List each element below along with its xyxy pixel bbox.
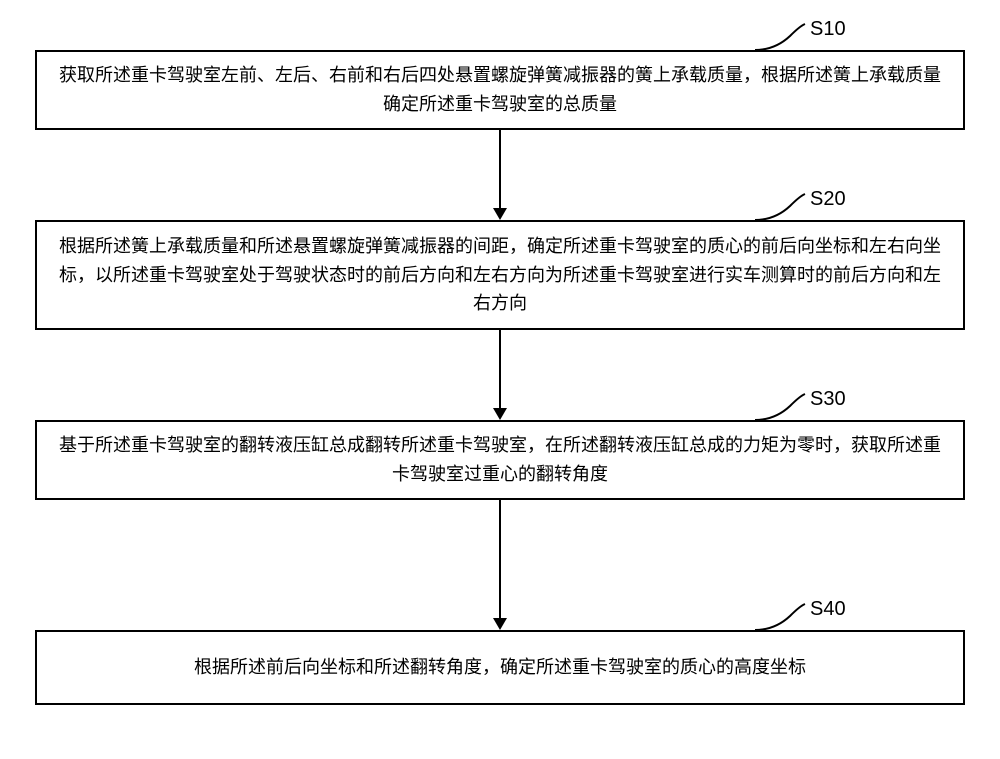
arrow-head-2 — [493, 408, 507, 420]
callout-s10 — [755, 18, 815, 52]
callout-s30 — [755, 388, 815, 422]
step-text-s30: 基于所述重卡驾驶室的翻转液压缸总成翻转所述重卡驾驶室，在所述翻转液压缸总成的力矩… — [57, 431, 943, 489]
step-box-s10: 获取所述重卡驾驶室左前、左后、右前和右后四处悬置螺旋弹簧减振器的簧上承载质量，根… — [35, 50, 965, 130]
callout-s40 — [755, 598, 815, 632]
arrow-line-3 — [499, 500, 501, 618]
step-label-s20: S20 — [810, 188, 846, 211]
arrow-head-3 — [493, 618, 507, 630]
arrow-head-1 — [493, 208, 507, 220]
step-box-s40: 根据所述前后向坐标和所述翻转角度，确定所述重卡驾驶室的质心的高度坐标 — [35, 630, 965, 705]
step-label-s30: S30 — [810, 388, 846, 411]
callout-s20 — [755, 188, 815, 222]
step-text-s40: 根据所述前后向坐标和所述翻转角度，确定所述重卡驾驶室的质心的高度坐标 — [194, 653, 806, 682]
step-label-s10: S10 — [810, 18, 846, 41]
arrow-line-1 — [499, 130, 501, 208]
step-text-s20: 根据所述簧上承载质量和所述悬置螺旋弹簧减振器的间距，确定所述重卡驾驶室的质心的前… — [57, 232, 943, 318]
arrow-line-2 — [499, 330, 501, 408]
step-box-s30: 基于所述重卡驾驶室的翻转液压缸总成翻转所述重卡驾驶室，在所述翻转液压缸总成的力矩… — [35, 420, 965, 500]
step-text-s10: 获取所述重卡驾驶室左前、左后、右前和右后四处悬置螺旋弹簧减振器的簧上承载质量，根… — [57, 61, 943, 119]
step-box-s20: 根据所述簧上承载质量和所述悬置螺旋弹簧减振器的间距，确定所述重卡驾驶室的质心的前… — [35, 220, 965, 330]
step-label-s40: S40 — [810, 598, 846, 621]
